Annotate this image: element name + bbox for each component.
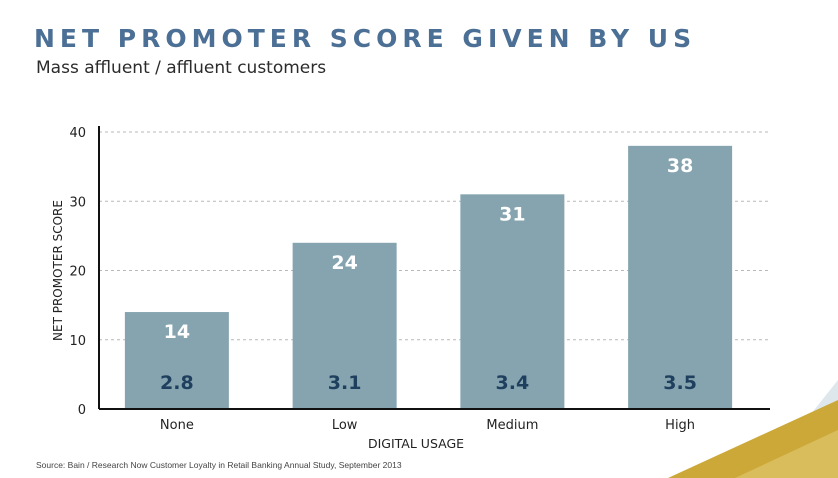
bar-value-label: 24 (331, 252, 357, 274)
x-tick-label: High (665, 418, 695, 433)
bar-inner-label: 3.4 (496, 372, 530, 394)
chart-subtitle: Mass affluent / affluent customers (36, 58, 327, 78)
bar (628, 145, 733, 409)
x-tick-label: Low (332, 418, 358, 433)
bar-value-label: 31 (499, 203, 525, 225)
y-tick-label: 30 (69, 195, 86, 210)
bar (292, 242, 397, 409)
bar-value-label: 38 (667, 155, 693, 177)
y-tick-label: 0 (78, 403, 86, 418)
y-tick-label: 20 (69, 265, 86, 280)
bar (460, 194, 565, 409)
gold-stripe-light-shape (735, 430, 838, 478)
source-note: Source: Bain / Research Now Customer Loy… (36, 460, 402, 470)
y-axis-label: NET PROMOTER SCORE (51, 200, 65, 341)
bar (124, 312, 229, 409)
bar-inner-label: 3.1 (328, 372, 362, 394)
x-axis-label: DIGITAL USAGE (368, 436, 464, 451)
bar-inner-label: 2.8 (160, 372, 194, 394)
y-tick-label: 10 (69, 334, 86, 349)
chart-title: NET PROMOTER SCORE GIVEN BY US (34, 24, 697, 53)
bar-value-label: 14 (164, 321, 190, 343)
x-tick-label: None (160, 418, 194, 433)
bar-inner-label: 3.5 (663, 372, 697, 394)
x-tick-label: Medium (486, 418, 538, 433)
y-tick-label: 40 (69, 126, 86, 141)
